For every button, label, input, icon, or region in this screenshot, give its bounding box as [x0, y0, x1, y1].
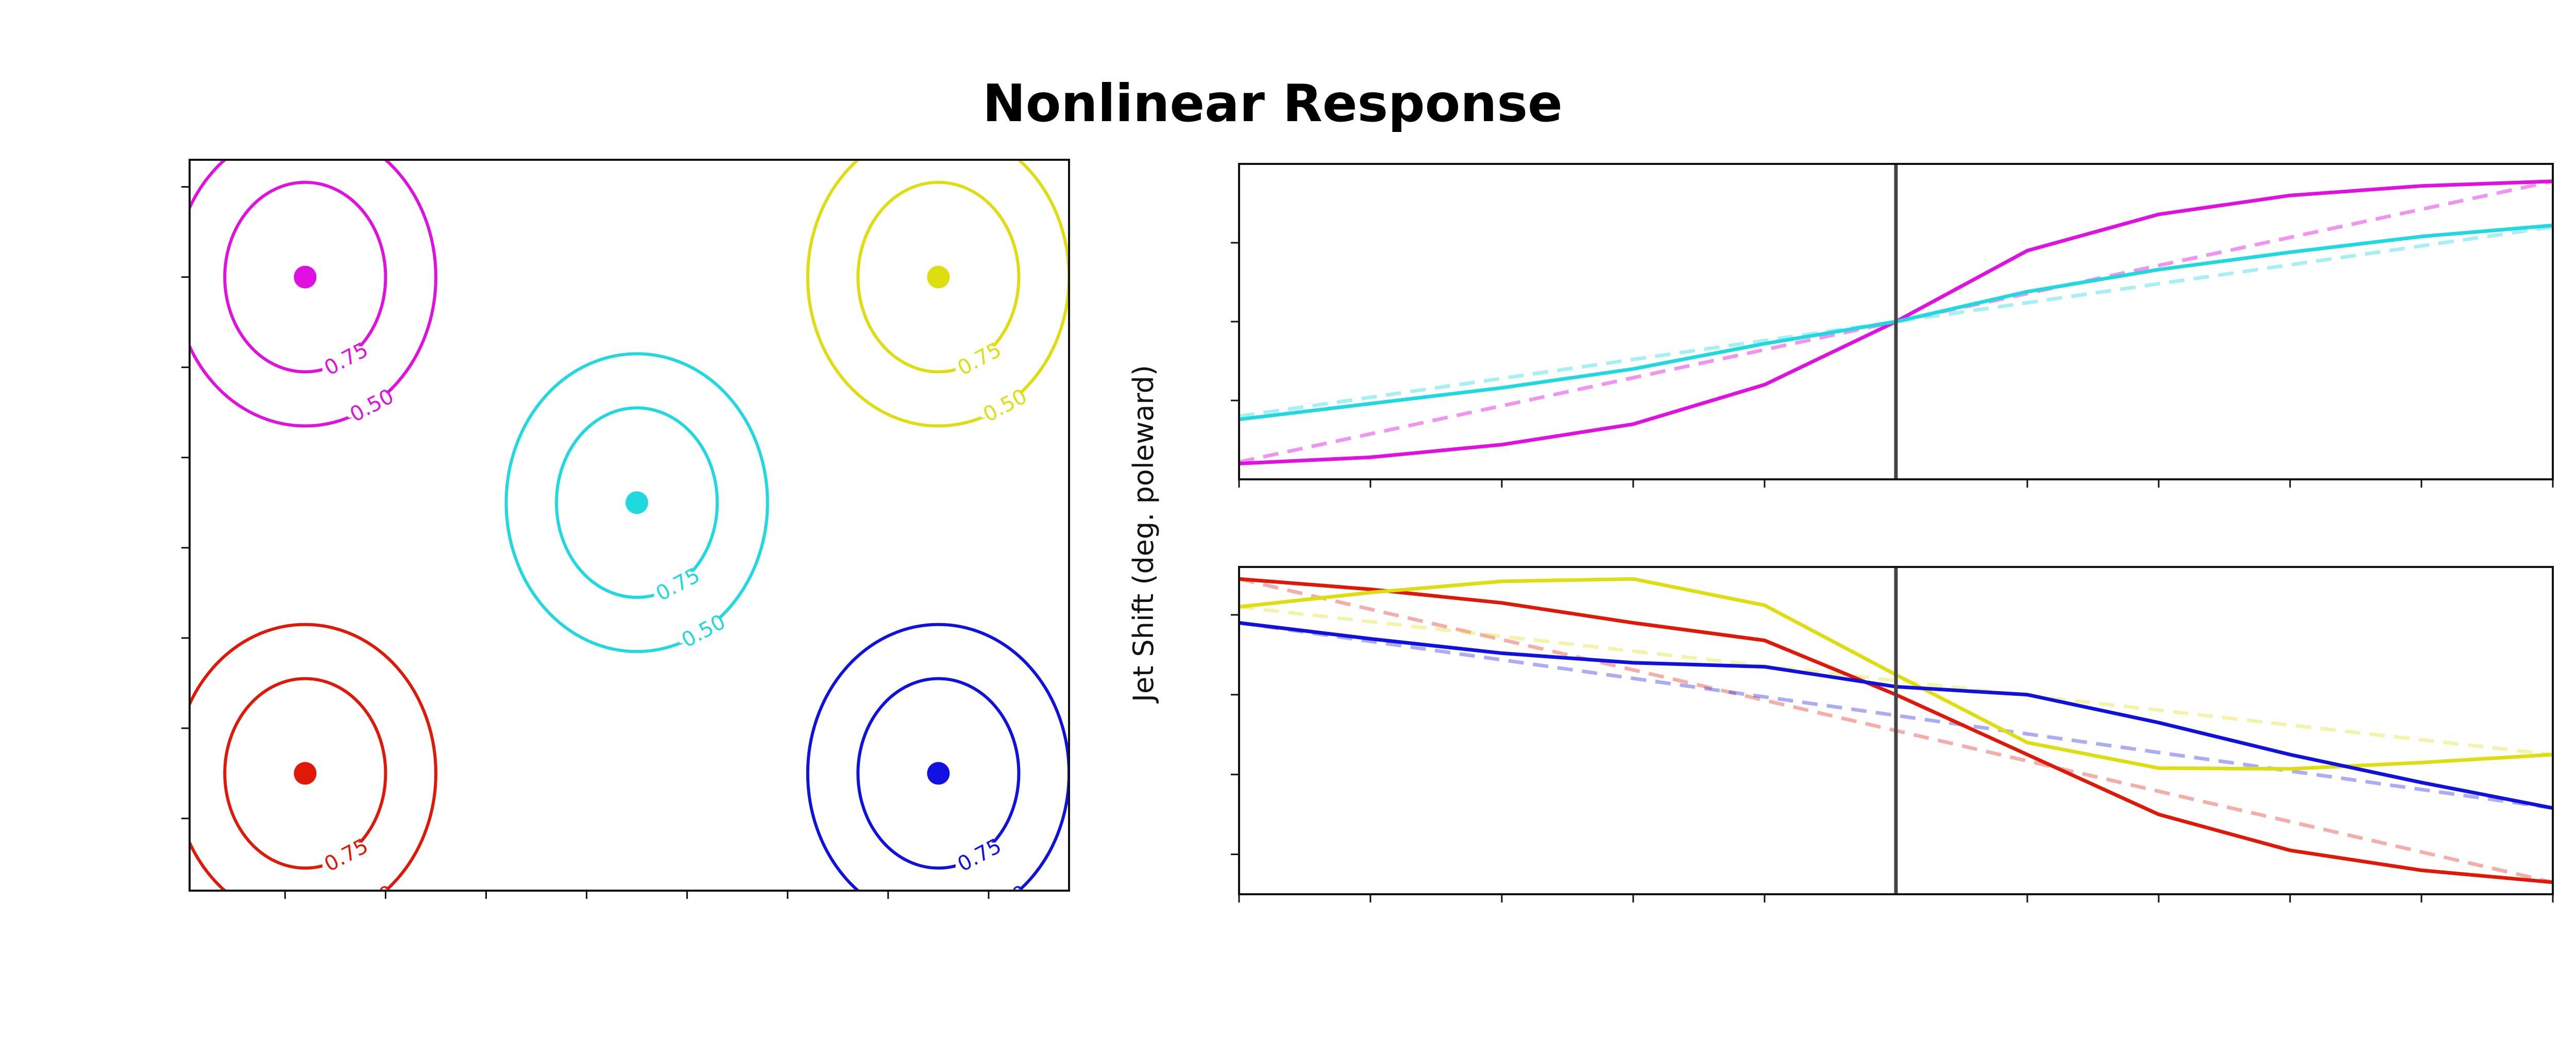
figure-title: Nonlinear Response: [982, 73, 1563, 133]
source-dot-lower-polar: [927, 762, 950, 785]
contour-upper-polar-0.75: [856, 180, 1021, 374]
source-dot-mid-level: [625, 491, 649, 514]
panel-c-line-plot: [1231, 566, 2554, 902]
contour-label-bg-lower-tropical-0.75: [322, 842, 370, 867]
contour-upper-tropical-0.50: [190, 160, 437, 428]
shared-y-axis-label: Jet Shift (deg. poleward): [1127, 365, 1160, 704]
source-dot-upper-tropical: [294, 265, 317, 289]
contour-mid-level-0.75: [555, 406, 719, 599]
panel-a-frame: [189, 159, 1070, 892]
contour-mid-level-0.50: [504, 352, 769, 654]
contour-lower-polar-0.75: [856, 677, 1021, 870]
series-line-upper-polar-linear: [1239, 605, 2553, 757]
contour-lower-tropical-0.75: [223, 677, 387, 870]
contour-label-bg-mid-level-0.50: [680, 618, 727, 643]
contour-label-bg-mid-level-0.75: [654, 572, 702, 597]
panel-b-line-plot: [1231, 163, 2554, 488]
contour-label-bg-upper-polar-0.75: [955, 346, 1003, 371]
panel-c-frame: [1238, 566, 2554, 895]
contour-label-bg-upper-tropical-0.75: [322, 346, 370, 371]
contour-label-bg-lower-polar-0.75: [955, 842, 1003, 867]
contour-upper-tropical-0.75: [223, 180, 387, 374]
contour-label-bg-upper-polar-0.50: [981, 393, 1029, 418]
contour-label-bg-upper-tropical-0.50: [348, 393, 396, 418]
source-dot-upper-polar: [927, 265, 950, 289]
source-dot-lower-tropical: [294, 762, 317, 785]
contour-lower-tropical-0.50: [190, 623, 437, 891]
